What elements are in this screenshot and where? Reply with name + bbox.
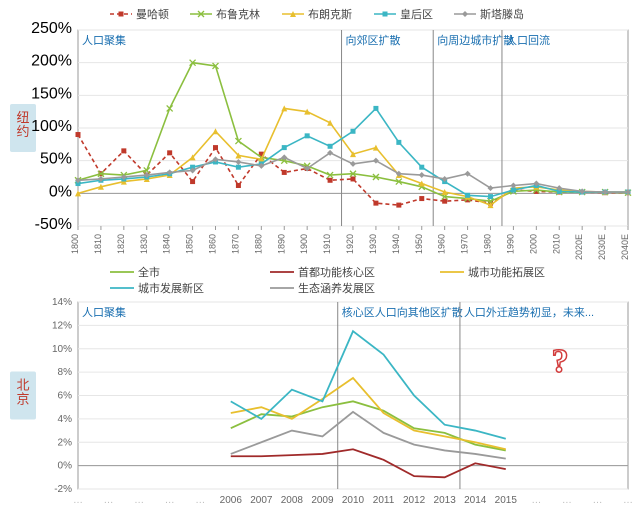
x-tick-label: 2040E xyxy=(620,234,630,260)
phase-label: 人口聚集 xyxy=(82,33,126,47)
x-tick-label: 2014 xyxy=(464,495,487,506)
x-tick-label: 1970 xyxy=(460,234,470,254)
x-tick-label: 2011 xyxy=(373,495,395,506)
svg-text:…: … xyxy=(195,495,205,506)
phase-label: 人口外迁趋势初显，未来... xyxy=(464,305,594,319)
phase-label: 核心区人口向其他区扩散 xyxy=(342,305,463,319)
svg-text:…: … xyxy=(73,495,83,506)
x-tick-label: 1880 xyxy=(253,234,263,254)
phase-label: 人口聚集 xyxy=(82,305,126,319)
svg-text:皇后区: 皇后区 xyxy=(400,7,433,21)
x-tick-label: 1810 xyxy=(93,234,103,254)
y-tick-label: 200% xyxy=(31,53,72,70)
y-tick-label: 100% xyxy=(31,118,72,135)
legend-item: 皇后区 xyxy=(374,7,433,21)
svg-text:…: … xyxy=(531,495,541,506)
y-tick-label: -50% xyxy=(35,216,72,233)
x-tick-label: 1990 xyxy=(505,234,515,254)
series-line xyxy=(78,135,628,206)
svg-text:布朗克斯: 布朗克斯 xyxy=(308,8,352,21)
x-tick-label: 2009 xyxy=(311,495,334,506)
y-tick-label: 4% xyxy=(58,414,73,425)
x-tick-label: 1860 xyxy=(208,234,218,254)
x-tick-label: 1940 xyxy=(391,234,401,254)
x-tick-label: 1980 xyxy=(483,234,493,254)
svg-text:曼哈顿: 曼哈顿 xyxy=(136,7,169,21)
legend-item: 生态涵养发展区 xyxy=(298,281,375,295)
y-tick-label: 14% xyxy=(52,297,72,308)
legend-item: 曼哈顿 xyxy=(110,7,169,21)
svg-text:布鲁克林: 布鲁克林 xyxy=(216,7,260,21)
x-tick-label: 1800 xyxy=(70,234,80,254)
series-line xyxy=(78,153,628,192)
x-tick-label: 2008 xyxy=(281,495,304,506)
bj-legend: 全市 首都功能核心区 城市功能拓展区城市发展新区 生态涵养发展区 xyxy=(110,265,545,295)
x-tick-label: 1870 xyxy=(230,234,240,254)
x-tick-label: 1830 xyxy=(139,234,149,254)
x-tick-label: 2000 xyxy=(528,234,538,254)
y-tick-label: 250% xyxy=(31,20,72,37)
bj-side-label: 北京 xyxy=(16,378,29,407)
x-tick-label: 2006 xyxy=(220,495,243,506)
y-tick-label: 10% xyxy=(52,344,72,355)
phase-label: 人口回流 xyxy=(506,33,550,47)
y-tick-label: 2% xyxy=(58,437,73,448)
svg-text:…: … xyxy=(134,495,144,506)
x-tick-label: 1890 xyxy=(276,234,286,254)
x-tick-label: 1850 xyxy=(185,234,195,254)
phase-label: 向郊区扩散 xyxy=(346,33,401,47)
x-tick-label: 2030E xyxy=(597,234,607,260)
x-tick-label: 2010 xyxy=(551,234,561,254)
y-tick-label: 8% xyxy=(58,367,73,378)
y-tick-label: 0% xyxy=(58,461,73,472)
x-tick-label: 1900 xyxy=(299,234,309,254)
y-tick-label: 150% xyxy=(31,85,72,102)
y-tick-label: -2% xyxy=(54,484,72,495)
x-tick-label: 1960 xyxy=(437,234,447,254)
x-tick-label: 2007 xyxy=(250,495,273,506)
x-tick-label: 1930 xyxy=(368,234,378,254)
x-tick-label: 1910 xyxy=(322,234,332,254)
x-tick-label: 2020E xyxy=(574,234,584,260)
x-tick-label: 1840 xyxy=(162,234,172,254)
newyork-chart: 曼哈顿 布鲁克林 布朗克斯 皇后区 斯塔滕岛纽约 -50% 0% 50% 100% 150% 200… xyxy=(0,0,640,260)
svg-text:…: … xyxy=(623,495,633,506)
x-tick-label: 2013 xyxy=(434,495,457,506)
x-tick-label: 2012 xyxy=(403,495,426,506)
beijing-chart: 全市 首都功能核心区 城市功能拓展区城市发展新区 生态涵养发展区北京 -2% 0% 2% 4%… xyxy=(0,260,640,509)
legend-item: 布朗克斯 xyxy=(282,8,352,21)
ny-legend: 曼哈顿 布鲁克林 布朗克斯 皇后区 斯塔滕岛 xyxy=(110,7,524,21)
svg-text:…: … xyxy=(165,495,175,506)
legend-item: 布鲁克林 xyxy=(190,7,260,21)
question-mark-icon: ? xyxy=(552,343,569,380)
y-tick-label: 50% xyxy=(40,151,72,168)
ny-side-label: 纽约 xyxy=(16,110,29,139)
x-tick-label: 1820 xyxy=(116,234,126,254)
legend-item: 斯塔滕岛 xyxy=(454,7,524,21)
svg-text:…: … xyxy=(562,495,572,506)
y-tick-label: 0% xyxy=(49,183,72,200)
y-tick-label: 12% xyxy=(52,320,72,331)
legend-item: 城市功能拓展区 xyxy=(468,265,545,279)
x-tick-label: 1950 xyxy=(414,234,424,254)
legend-item: 全市 xyxy=(138,265,160,279)
y-tick-label: 6% xyxy=(58,391,73,402)
x-tick-label: 2010 xyxy=(342,495,365,506)
svg-text:…: … xyxy=(592,495,602,506)
legend-item: 首都功能核心区 xyxy=(298,265,375,279)
phase-label: 向周边城市扩散 xyxy=(437,33,514,47)
legend-item: 城市发展新区 xyxy=(138,281,204,295)
x-tick-label: 2015 xyxy=(495,495,518,506)
svg-text:斯塔滕岛: 斯塔滕岛 xyxy=(480,7,524,21)
x-tick-label: 1920 xyxy=(345,234,355,254)
svg-text:…: … xyxy=(104,495,114,506)
